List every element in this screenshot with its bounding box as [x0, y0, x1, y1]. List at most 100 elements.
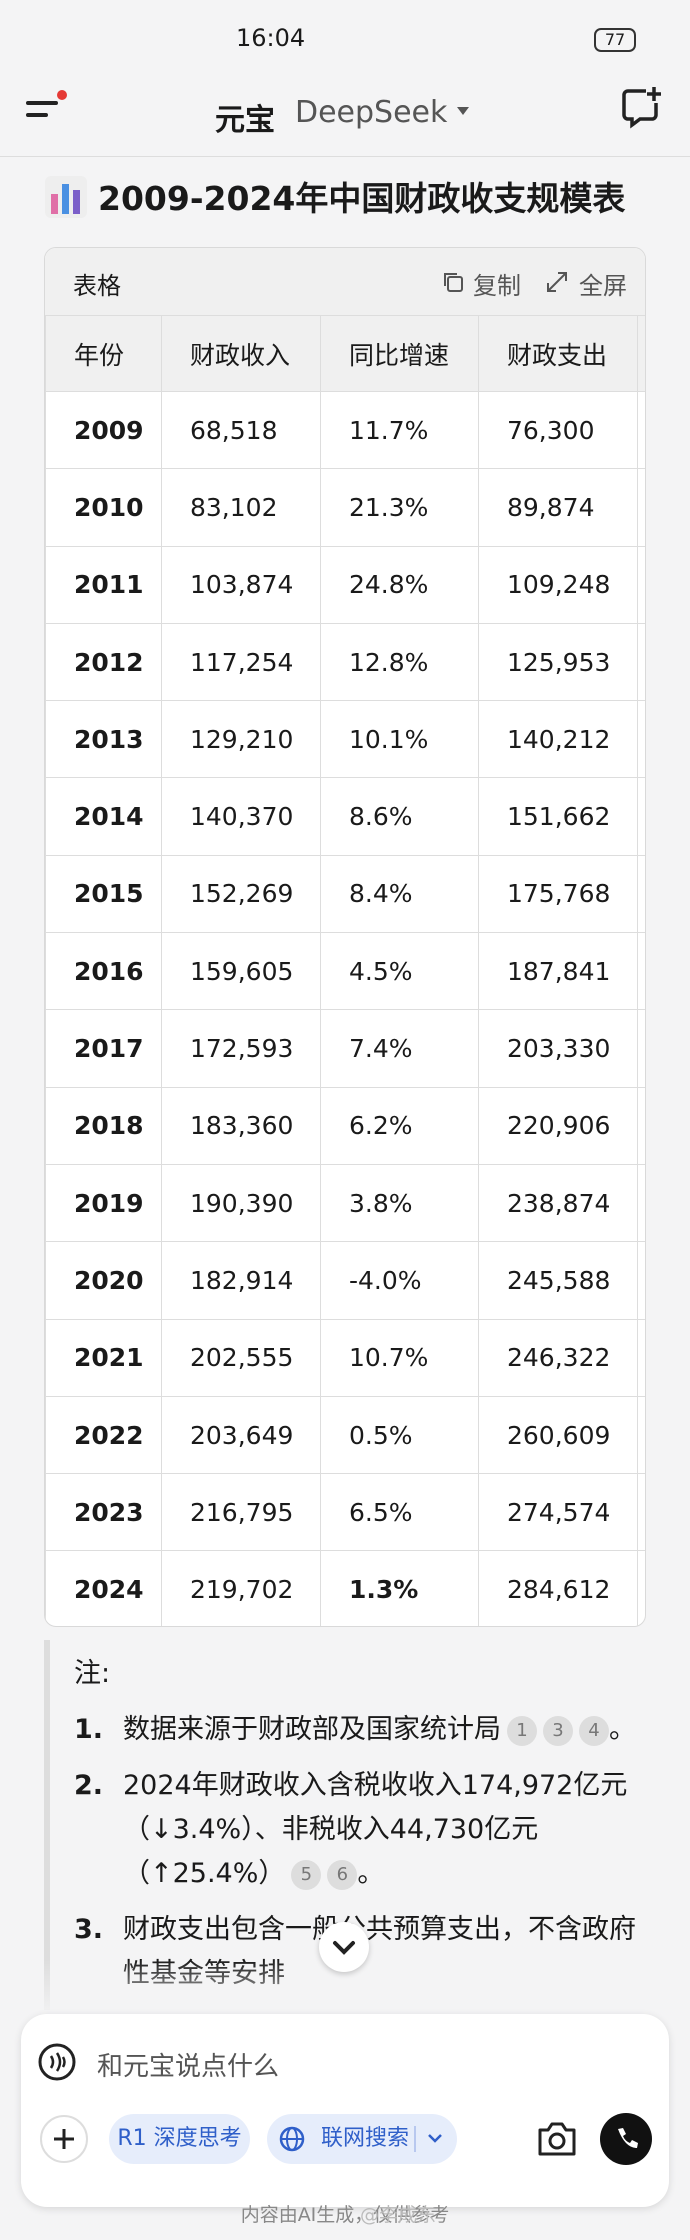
- table-row: 2021 202,555 10.7% 246,322: [45, 1318, 645, 1397]
- table-cell: 8.4%: [320, 854, 479, 934]
- header-row: 年份 财政收入 同比增速 财政支出: [45, 315, 645, 392]
- table-cell: 2023: [45, 1473, 162, 1552]
- disclaimer: 内容由AI生成，仅供参考: [240, 2204, 450, 2226]
- column-header: 财政支出: [478, 315, 638, 392]
- menu-button[interactable]: [24, 87, 68, 127]
- table-cell: 159,605: [161, 932, 321, 1011]
- note-text: 2024年财政收入含税收收入174,972亿元（↓3.4%）、非税收入44,73…: [123, 1770, 628, 1889]
- clipped-cell: [637, 622, 645, 702]
- table-cell: 246,322: [478, 1318, 638, 1397]
- clipped-cell: [637, 1241, 645, 1320]
- clock: 16:04: [236, 24, 306, 52]
- table-cell: 83,102: [161, 468, 321, 547]
- scroll-down-button[interactable]: [319, 1922, 369, 1972]
- table-cell: 3.8%: [320, 1163, 479, 1243]
- clipped-cell: [637, 468, 645, 547]
- clipped-cell: [637, 1163, 645, 1243]
- table-cell: 238,874: [478, 1163, 638, 1243]
- table-cell: 260,609: [478, 1395, 638, 1475]
- table-row: 2011 103,874 24.8% 109,248: [45, 545, 645, 624]
- battery: 77: [594, 28, 636, 52]
- call-button[interactable]: [600, 2113, 652, 2165]
- data-table: 年份 财政收入 同比增速 财政支出 2009 68,518 11.7% 76,300 2010…: [45, 315, 645, 1626]
- table-cell: 2014: [45, 777, 162, 856]
- table-cell: 219,702: [161, 1550, 321, 1626]
- table-row: 2024 219,702 1.3% 284,612: [45, 1550, 645, 1626]
- note-item: 2. 2024年财政收入含税收收入174,972亿元（↓3.4%）、非税收入44,…: [50, 1764, 654, 1896]
- table-cell: 7.4%: [320, 1009, 479, 1088]
- table-cell: 6.2%: [320, 1086, 479, 1165]
- table-cell: 245,588: [478, 1241, 638, 1320]
- table-row: 2018 183,360 6.2% 220,906: [45, 1086, 645, 1165]
- clipped-cell: [637, 1318, 645, 1397]
- citation[interactable]: 3: [543, 1715, 573, 1746]
- table-cell: 2022: [45, 1395, 162, 1475]
- new-chat-button[interactable]: [620, 85, 664, 129]
- table-body: 2009 68,518 11.7% 76,300 2010 83,102 21.3% 89,8…: [45, 390, 645, 1626]
- table-toolbar: 表格 复制 全屏: [45, 248, 645, 315]
- column-header: 同比增速: [320, 315, 479, 392]
- copy-button[interactable]: 复制: [473, 272, 521, 300]
- table-cell: 172,593: [161, 1009, 321, 1088]
- table-row: 2020 182,914 -4.0% 245,588: [45, 1241, 645, 1320]
- table-cell: -4.0%: [320, 1241, 479, 1320]
- clipped-cell: [637, 390, 645, 470]
- toolbar-label: 表格: [73, 272, 121, 300]
- note-number: 2.: [74, 1770, 104, 1801]
- table-row: 2016 159,605 4.5% 187,841: [45, 932, 645, 1011]
- notes-heading: 注:: [74, 1658, 111, 1689]
- table-cell: 274,574: [478, 1473, 638, 1552]
- table-cell: 2013: [45, 700, 162, 779]
- citation[interactable]: 4: [579, 1715, 609, 1746]
- citation[interactable]: 5: [291, 1859, 322, 1890]
- column-header: 财政收入: [161, 315, 321, 392]
- clipped-cell: [637, 1473, 645, 1552]
- watermark: @李成东: [360, 2204, 437, 2226]
- table-cell: 2017: [45, 1009, 162, 1088]
- web-search-label: 联网搜索: [321, 2126, 410, 2151]
- table-cell: 125,953: [478, 622, 638, 702]
- clipped-cell: [637, 1009, 645, 1088]
- table-cell: 76,300: [478, 390, 638, 470]
- table-cell: 2010: [45, 468, 162, 547]
- table-cell: 2016: [45, 932, 162, 1011]
- table-cell: 12.8%: [320, 622, 479, 702]
- search-options[interactable]: [413, 2126, 453, 2152]
- add-button[interactable]: [39, 2114, 89, 2164]
- clipped-cell: [637, 777, 645, 856]
- citation[interactable]: 1: [507, 1715, 537, 1746]
- voice-icon[interactable]: [37, 2042, 77, 2082]
- table-cell: 6.5%: [320, 1473, 479, 1552]
- deep-think-button[interactable]: R1 深度思考: [109, 2114, 250, 2164]
- table-row: 2013 129,210 10.1% 140,212: [45, 700, 645, 779]
- table-cell: 2020: [45, 1241, 162, 1320]
- note-number: 1.: [74, 1714, 104, 1745]
- table-cell: 103,874: [161, 545, 321, 624]
- note-end: 。: [357, 1858, 385, 1889]
- table-cell: 203,330: [478, 1009, 638, 1088]
- column-header: 年份: [45, 315, 162, 392]
- table-cell: 2015: [45, 854, 162, 934]
- table-cell: 140,370: [161, 777, 321, 856]
- input-placeholder[interactable]: 和元宝说点什么: [97, 2052, 280, 2082]
- table-cell: 2019: [45, 1163, 162, 1243]
- note-end: 。: [609, 1714, 636, 1745]
- fullscreen-button[interactable]: 全屏: [579, 272, 627, 300]
- composer: 和元宝说点什么 R1 深度思考 联网搜索: [21, 2014, 669, 2207]
- table-row: 2009 68,518 11.7% 76,300: [45, 390, 645, 470]
- app-header: 元宝 DeepSeek: [0, 57, 690, 157]
- table-cell: 68,518: [161, 390, 321, 470]
- model-selector[interactable]: DeepSeek: [295, 95, 448, 130]
- globe-icon: [279, 2126, 305, 2152]
- clipped-cell: [637, 700, 645, 779]
- table-cell: 2011: [45, 545, 162, 624]
- response-title: 2009-2024年中国财政收支规模表: [98, 179, 626, 218]
- camera-button[interactable]: [536, 2120, 578, 2158]
- table-cell: 2021: [45, 1318, 162, 1397]
- citation[interactable]: 6: [327, 1859, 358, 1890]
- note-item: 1. 数据来源于财政部及国家统计局 1 3 4。: [50, 1708, 654, 1752]
- table-cell: 10.7%: [320, 1318, 479, 1397]
- copy-icon: [444, 273, 463, 292]
- clipped-column: [637, 315, 645, 392]
